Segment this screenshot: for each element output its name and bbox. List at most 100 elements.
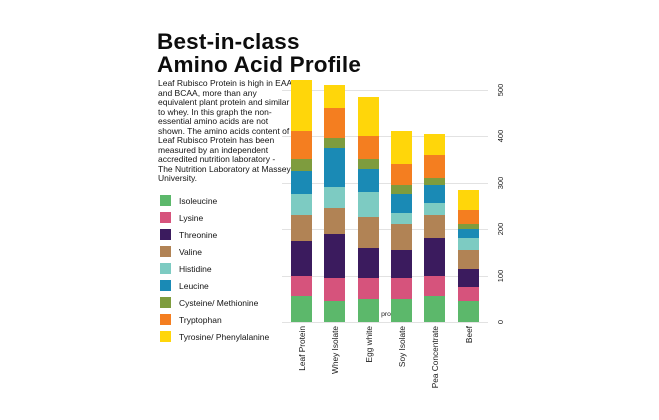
legend-item-label: Isoleucine <box>179 195 218 206</box>
legend-item: Histidine <box>160 263 269 274</box>
bar-segment <box>291 131 312 160</box>
bar-segment <box>358 298 379 322</box>
bar <box>324 84 345 322</box>
bar-segment <box>391 131 412 164</box>
bar-segment <box>391 212 412 225</box>
legend: Isoleucine Lysine Threonine Valine Histidine… <box>160 195 269 348</box>
bar-segment <box>424 154 445 178</box>
bar-segment <box>358 217 379 248</box>
y-tick-label: 100 <box>496 269 505 282</box>
legend-swatch <box>160 297 171 308</box>
legend-swatch <box>160 263 171 274</box>
x-tick-label: Soy Isolate <box>396 326 407 368</box>
bar <box>391 131 412 322</box>
bar-segment <box>324 108 345 139</box>
description: Leaf Rubisco Protein is high in EAA and … <box>158 78 292 183</box>
bar-segment <box>358 191 379 218</box>
page-title-line1: Best-in-class <box>157 29 300 54</box>
bar-segment <box>324 138 345 148</box>
bar <box>358 96 379 322</box>
legend-item: Tyrosine/ Phenylalanine <box>160 331 269 342</box>
bar-segment <box>424 238 445 276</box>
bar-segment <box>324 301 345 322</box>
bar-segment <box>358 247 379 278</box>
legend-item-label: Tryptophan <box>179 314 222 325</box>
bar-segment <box>424 203 445 216</box>
x-tick-label: Whey Isolate <box>329 326 340 374</box>
bar-segment <box>424 215 445 239</box>
bar-segment <box>391 224 412 250</box>
bar-segment <box>291 170 312 195</box>
gridline <box>282 89 488 91</box>
bar-segment <box>291 240 312 276</box>
legend-item-label: Valine <box>179 246 202 257</box>
y-tick-label: 400 <box>496 129 505 143</box>
bar-segment <box>291 194 312 216</box>
bar-segment <box>458 238 479 250</box>
axis-unit-label: mg/g protein <box>364 311 402 318</box>
bar-segment <box>458 268 479 288</box>
bar-segment <box>458 224 479 230</box>
bar <box>458 189 479 322</box>
bar-segment <box>391 163 412 185</box>
bar-segment <box>391 298 412 322</box>
bar-segment <box>291 159 312 171</box>
bar-segment <box>358 277 379 299</box>
bar-segment <box>391 277 412 299</box>
y-tick-label: 0 <box>496 319 505 325</box>
page-title: Best-in-class Amino Acid Profile <box>157 29 362 77</box>
legend-swatch <box>160 229 171 240</box>
bar-segment <box>291 275 312 297</box>
legend-swatch <box>160 331 171 342</box>
bar-segment <box>324 233 345 278</box>
legend-item: Tryptophan <box>160 314 269 325</box>
bar-segment <box>324 84 345 109</box>
legend-item: Leucine <box>160 280 269 291</box>
legend-swatch <box>160 280 171 291</box>
bar-segment <box>458 189 479 211</box>
legend-item-label: Leucine <box>179 280 209 291</box>
legend-item-label: Threonine <box>179 229 218 240</box>
legend-swatch <box>160 212 171 223</box>
legend-swatch <box>160 246 171 257</box>
bar-segment <box>391 249 412 278</box>
x-tick-label: Leaf Protein <box>296 326 307 371</box>
bar-segment <box>424 275 445 297</box>
legend-item-label: Tyrosine/ Phenylalanine <box>179 331 270 342</box>
legend-item: Threonine <box>160 229 269 240</box>
bar <box>424 133 445 322</box>
y-tick-label: 300 <box>496 176 505 189</box>
legend-item: Cysteine/ Methionine <box>160 297 269 308</box>
legend-swatch <box>160 314 171 325</box>
bar-segment <box>324 147 345 188</box>
bar-segment <box>391 194 412 213</box>
gridline <box>282 229 488 230</box>
bar-segment <box>291 296 312 322</box>
bar-segment <box>358 168 379 192</box>
bar-segment <box>291 215 312 241</box>
bar-segment <box>458 229 479 239</box>
bar-segment <box>291 80 312 132</box>
y-tick-label: 500 <box>496 83 505 96</box>
bar-segment <box>458 210 479 225</box>
legend-item-label: Histidine <box>179 263 212 274</box>
legend-item: Valine <box>160 246 269 257</box>
bar-segment <box>458 301 479 322</box>
legend-item-label: Cysteine/ Methionine <box>179 297 259 308</box>
bar-segment <box>458 249 479 269</box>
bar-segment <box>324 187 345 209</box>
x-tick-label: Pea Concentrate <box>429 326 440 389</box>
bar-segment <box>424 133 445 155</box>
legend-item-label: Lysine <box>179 212 204 223</box>
legend-item: Lysine <box>160 212 269 223</box>
bar-segment <box>391 184 412 195</box>
x-tick-label: Beef <box>463 326 474 344</box>
bar-segment <box>358 96 379 137</box>
gridline <box>282 275 488 277</box>
bar <box>291 80 312 322</box>
gridline <box>282 182 488 184</box>
legend-swatch <box>160 195 171 206</box>
page-title-line2: Amino Acid Profile <box>157 51 362 77</box>
